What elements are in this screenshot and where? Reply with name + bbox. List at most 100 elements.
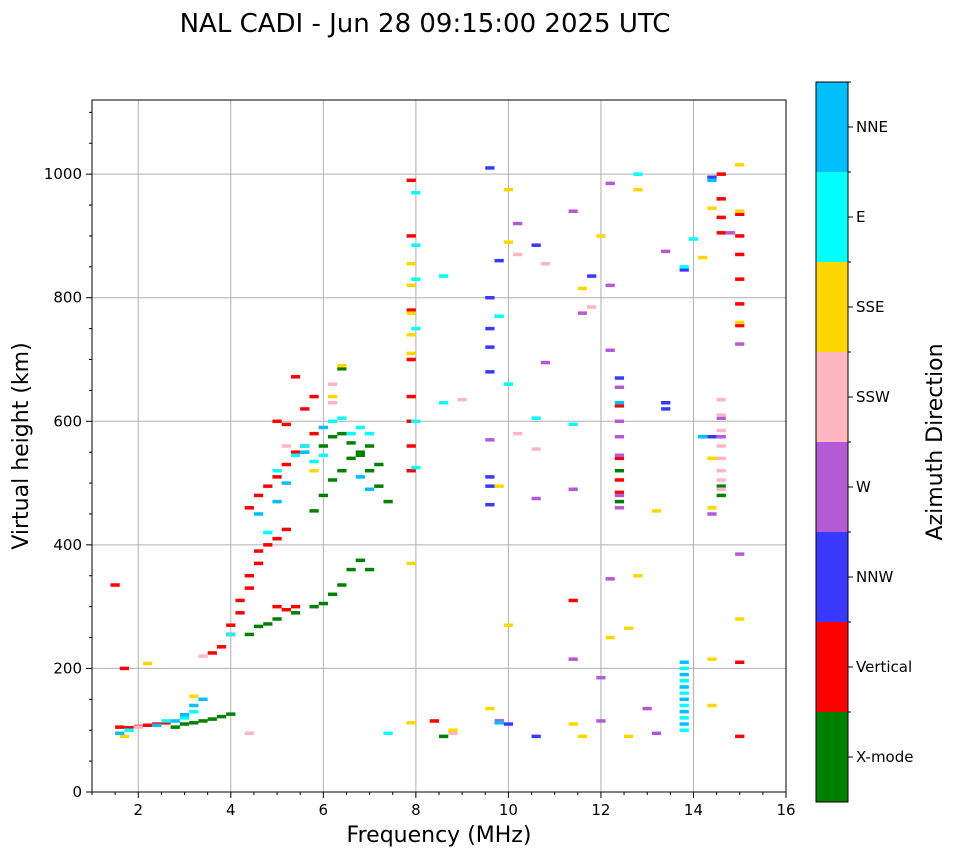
scatter-point [406, 357, 416, 362]
scatter-point [281, 462, 291, 467]
scatter-point [309, 604, 319, 609]
scatter-point [735, 302, 745, 306]
scatter-point [198, 719, 208, 723]
scatter-point [179, 722, 190, 726]
scatter-point [115, 725, 125, 729]
colorbar-tick-label: SSW [856, 388, 890, 406]
scatter-point [485, 475, 495, 479]
colorbar-tick-label: NNE [856, 118, 888, 136]
scatter-point [587, 274, 597, 278]
scatter-point [503, 240, 514, 244]
scatter-point [290, 453, 301, 458]
scatter-point [411, 465, 421, 470]
scatter-point [272, 475, 282, 479]
scatter-point [244, 574, 254, 578]
scatter-point [457, 397, 467, 402]
scatter-point [485, 295, 495, 300]
scatter-point [290, 375, 301, 379]
scatter-point [716, 428, 726, 433]
scatter-point [614, 419, 625, 424]
scatter-point [406, 351, 416, 356]
scatter-point [337, 468, 347, 473]
scatter-point [679, 672, 689, 677]
scatter-point [281, 527, 291, 532]
scatter-point [198, 654, 208, 658]
scatter-point [568, 487, 578, 491]
scatter-point [716, 484, 726, 488]
scatter-point [281, 481, 291, 485]
scatter-point [614, 506, 625, 510]
scatter-point [263, 530, 273, 535]
scatter-point [503, 382, 514, 386]
scatter-point [226, 712, 236, 716]
scatter-point [716, 444, 726, 448]
grid [92, 100, 787, 793]
scatter-point [189, 703, 199, 708]
scatter-point [309, 509, 319, 513]
scatter-point [272, 617, 282, 621]
scatter-point [624, 734, 634, 739]
scatter-point [281, 444, 291, 448]
scatter-point [494, 314, 504, 318]
scatter-point [290, 604, 301, 609]
scatter-point [253, 549, 264, 553]
scatter-point [142, 661, 153, 666]
scatter-point [142, 723, 153, 728]
scatter-point [485, 438, 495, 442]
scatter-point [642, 706, 652, 711]
colorbar-segment [816, 532, 848, 622]
scatter-point [531, 243, 541, 247]
scatter-point [716, 478, 726, 482]
scatter-point [614, 490, 625, 495]
scatter-point [494, 719, 504, 723]
scatter-point [568, 598, 578, 603]
scatter-point [707, 703, 717, 708]
scatter-point [513, 252, 523, 257]
scatter-point [346, 567, 356, 572]
scatter-point [337, 431, 347, 436]
scatter-point [596, 675, 606, 680]
scatter-marks [110, 163, 745, 739]
scatter-point [253, 493, 264, 498]
scatter-point [540, 360, 551, 365]
scatter-point [735, 234, 745, 238]
scatter-point [355, 450, 365, 454]
y-axis: 0 200 400 600 800 1000 [44, 111, 92, 801]
scatter-point [253, 512, 264, 516]
scatter-point [707, 206, 717, 210]
colorbar-segment [816, 82, 848, 172]
scatter-point [679, 728, 689, 732]
scatter-point [679, 265, 689, 269]
scatter-point [290, 611, 301, 615]
scatter-point [337, 583, 347, 587]
scatter-point [179, 713, 190, 717]
scatter-point [679, 679, 689, 683]
scatter-point [448, 728, 458, 732]
scatter-point [577, 734, 588, 739]
scatter-point [707, 512, 717, 516]
scatter-point [263, 543, 273, 547]
colorbar-label: Azimuth Direction [923, 343, 948, 540]
scatter-point [406, 468, 416, 473]
scatter-point [244, 731, 254, 736]
x-tick-label: 16 [776, 801, 795, 819]
scatter-point [716, 487, 726, 491]
scatter-point [253, 561, 264, 566]
scatter-point [263, 484, 273, 488]
scatter-point [170, 725, 180, 729]
scatter-point [716, 456, 726, 461]
scatter-point [110, 583, 120, 587]
scatter-point [587, 305, 597, 309]
scatter-point [411, 277, 421, 281]
scatter-point [485, 370, 495, 374]
scatter-point [485, 502, 495, 507]
scatter-point [614, 456, 625, 461]
colorbar-tick-label: NNW [856, 568, 893, 586]
scatter-point [605, 577, 615, 581]
scatter-point [374, 484, 384, 488]
scatter-point [716, 434, 726, 439]
scatter-point [383, 731, 393, 736]
scatter-point [679, 697, 689, 702]
scatter-point [707, 434, 717, 439]
scatter-point [679, 703, 689, 708]
